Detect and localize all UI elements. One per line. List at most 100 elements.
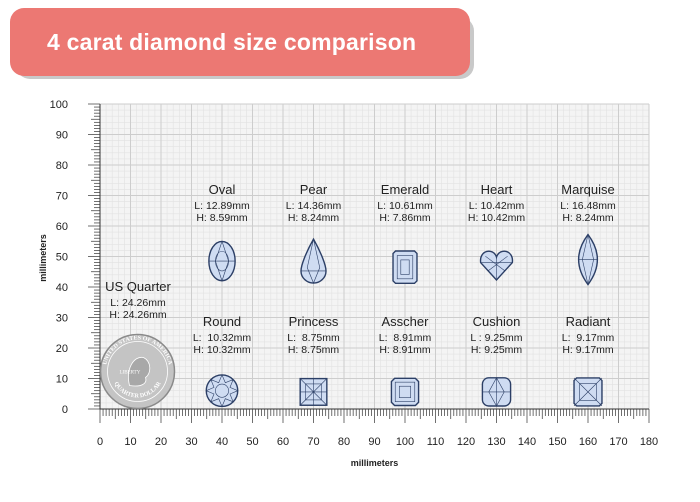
- round-facet: [206, 374, 238, 407]
- asscher-facet: [394, 381, 416, 402]
- gem-height: H: 8.91mm: [379, 344, 431, 356]
- gem-name: Round: [202, 314, 242, 329]
- y-tick-label: 30: [56, 313, 68, 325]
- gem-height: H: 8.24mm: [287, 212, 340, 224]
- gem-length: L: 8.75mm: [287, 332, 340, 344]
- x-tick-label: 140: [518, 436, 536, 448]
- radiant-facet: [573, 377, 603, 407]
- gem-princess-icon: [299, 377, 328, 406]
- y-tick-label: 70: [56, 191, 68, 203]
- gem-name: Marquise: [561, 182, 615, 197]
- page-title: 4 carat diamond size comparison: [47, 28, 417, 55]
- y-tick-label: 0: [62, 404, 68, 416]
- gem-length: L: 12.89mm: [194, 200, 250, 212]
- gem-length: L: 10.61mm: [377, 200, 433, 212]
- gem-label-marquise: Marquise L: 16.48mm H: 8.24mm: [533, 182, 643, 224]
- oval-facet: [208, 240, 236, 282]
- gem-height: H: 9.25mm: [470, 344, 523, 356]
- x-tick-label: 70: [307, 436, 319, 448]
- y-tick-label: 20: [56, 343, 68, 355]
- y-tick-label: 80: [56, 160, 68, 172]
- gem-label-princess: Princess L: 8.75mm H: 8.75mm: [259, 314, 369, 356]
- y-tick-label: 90: [56, 130, 68, 142]
- gem-label-radiant: Radiant L: 9.17mm H: 9.17mm: [533, 314, 643, 356]
- marquise-facet: [578, 234, 598, 285]
- gem-name: Oval: [208, 182, 236, 197]
- princess-facet: [305, 383, 322, 401]
- gem-label-asscher: Asscher L: 8.91mm H: 8.91mm: [350, 314, 460, 356]
- gem-name: Cushion: [472, 314, 521, 329]
- gem-height: H: 8.24mm: [562, 212, 614, 224]
- x-tick-label: 170: [609, 436, 627, 448]
- gem-length: L: 10.42mm: [468, 200, 525, 212]
- y-tick-label: 10: [56, 374, 68, 386]
- gem-name: Asscher: [381, 314, 429, 329]
- x-tick-label: 30: [185, 436, 197, 448]
- gem-length: L: 16.48mm: [560, 200, 616, 212]
- x-tick-label: 10: [124, 436, 136, 448]
- gem-name: Emerald: [380, 182, 430, 197]
- gem-marquise-icon: [577, 233, 599, 286]
- x-tick-label: 60: [277, 436, 289, 448]
- gem-label-heart: Heart L: 10.42mm H: 10.42mm: [442, 182, 552, 224]
- gem-round-icon: [205, 374, 239, 408]
- emerald-facet: [400, 259, 410, 275]
- y-axis-label: millimeters: [38, 234, 48, 282]
- gem-oval-icon: [208, 240, 236, 282]
- quarter-length: L: 24.26mm: [110, 297, 166, 309]
- x-tick-label: 100: [396, 436, 414, 448]
- gem-height: H: 7.86mm: [379, 212, 431, 224]
- x-tick-label: 180: [640, 436, 658, 448]
- gem-cushion-icon: [481, 377, 512, 407]
- gem-label-oval: Oval L: 12.89mm H: 8.59mm: [167, 182, 277, 224]
- x-tick-label: 110: [427, 436, 445, 448]
- x-tick-label: 160: [579, 436, 597, 448]
- gem-height: H: 8.59mm: [196, 212, 248, 224]
- y-tick-label: 50: [56, 252, 68, 264]
- quarter-rim: [107, 341, 168, 402]
- x-tick-label: 40: [216, 436, 228, 448]
- gem-label-cushion: Cushion L : 9.25mm H: 9.25mm: [442, 314, 552, 356]
- x-axis-label: millimeters: [351, 458, 399, 468]
- gem-length: L: 8.91mm: [378, 332, 432, 344]
- gem-emerald-icon: [392, 250, 418, 285]
- x-tick-label: 90: [368, 436, 380, 448]
- quarter-name: US Quarter: [105, 279, 171, 294]
- asscher-facet: [390, 377, 420, 407]
- asscher-facet: [398, 385, 412, 398]
- gem-height: H: 10.42mm: [467, 212, 526, 224]
- gem-pear-icon: [300, 237, 327, 284]
- princess-facet: [299, 378, 328, 406]
- x-tick-label: 130: [487, 436, 505, 448]
- gem-length: L: 14.36mm: [285, 200, 342, 212]
- emerald-facet: [392, 250, 418, 285]
- gem-height: H: 10.32mm: [193, 344, 251, 356]
- y-tick-label: 60: [56, 221, 68, 233]
- title-banner: 4 carat diamond size comparison: [10, 8, 470, 76]
- gem-height: H: 8.75mm: [287, 344, 340, 356]
- emerald-facet: [396, 255, 414, 280]
- gem-name: Pear: [299, 182, 328, 197]
- x-tick-label: 120: [457, 436, 475, 448]
- y-tick-label: 40: [56, 282, 68, 294]
- x-tick-label: 80: [338, 436, 350, 448]
- gem-label-emerald: Emerald L: 10.61mm H: 7.86mm: [350, 182, 460, 224]
- radiant-facet: [579, 383, 597, 401]
- quarter-label: US Quarter L: 24.26mm H: 24.26mm: [98, 279, 178, 321]
- gem-label-round: Round L: 10.32mm H: 10.32mm: [167, 314, 277, 356]
- gem-length: L: 10.32mm: [192, 332, 252, 344]
- y-tick-label: 100: [50, 99, 68, 111]
- washington-profile-icon: [128, 357, 151, 387]
- gem-name: Princess: [288, 314, 339, 329]
- x-tick-label: 150: [548, 436, 566, 448]
- cushion-facet: [482, 377, 511, 407]
- gem-height: H: 9.17mm: [562, 344, 614, 356]
- gem-asscher-icon: [390, 377, 420, 407]
- round-facet: [215, 383, 229, 398]
- x-tick-label: 50: [246, 436, 258, 448]
- gem-length: L: 9.17mm: [561, 332, 615, 344]
- gem-length: L : 9.25mm: [470, 332, 523, 344]
- gem-name: Heart: [480, 182, 513, 197]
- x-tick-label: 0: [97, 436, 103, 448]
